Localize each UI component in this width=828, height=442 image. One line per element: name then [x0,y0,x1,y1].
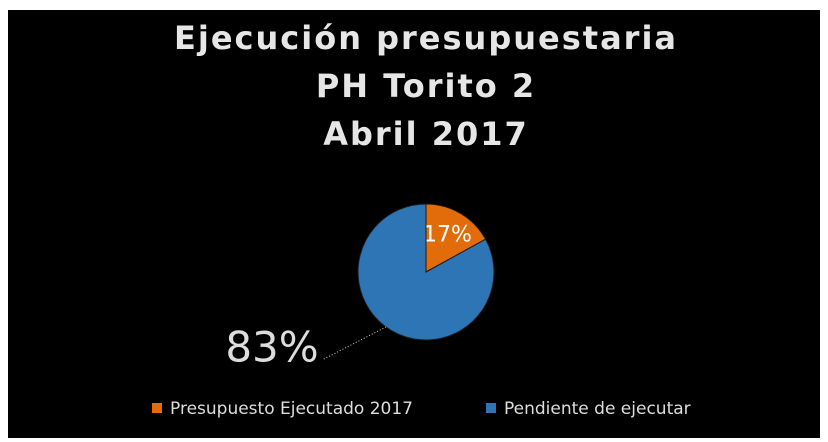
legend-swatch [152,403,162,413]
pie-slice [357,203,495,341]
legend-label: Pendiente de ejecutar [504,399,691,419]
data-label: 17% [423,223,472,248]
chart-title: Ejecución presupuestaria [174,19,678,57]
legend-label: Presupuesto Ejecutado 2017 [170,399,413,419]
leader-line [321,326,387,361]
chart-title: Abril 2017 [323,115,529,153]
pie-slice [425,203,487,273]
data-label: 83% [225,323,318,372]
chart-title: PH Torito 2 [316,67,536,105]
legend-swatch [486,403,496,413]
